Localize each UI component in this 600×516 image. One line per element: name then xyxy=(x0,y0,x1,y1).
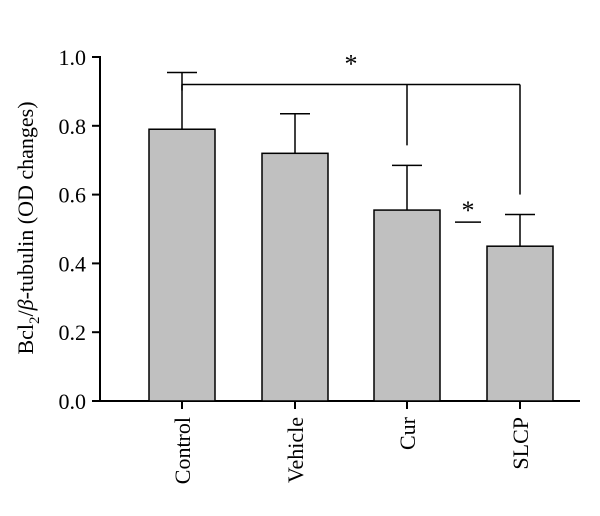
bar-slcp xyxy=(486,245,554,402)
y-axis-title-slash: / xyxy=(13,309,38,316)
y-ticks: 0.0 0.2 0.4 0.6 0.8 1.0 xyxy=(59,45,100,414)
x-tick-label: Cur xyxy=(395,416,420,450)
y-tick-label: 0.4 xyxy=(59,251,87,276)
sig-star-cur-slcp: * xyxy=(462,196,475,225)
bar-cur xyxy=(373,209,441,402)
bar-vehicle xyxy=(261,152,329,402)
y-axis-title-greek: β xyxy=(13,299,38,311)
y-axis-title: Bcl2/β-tubulin (OD changes) xyxy=(13,101,43,354)
y-tick-label: 0.6 xyxy=(59,183,87,208)
y-tick-label: 0.8 xyxy=(59,114,87,139)
x-tick-label: Vehicle xyxy=(283,417,308,483)
y-axis-title-prefix: Bcl xyxy=(13,324,38,355)
y-axis-title-suffix: -tubulin (OD changes) xyxy=(13,101,38,299)
x-tick-labels: Control Vehicle Cur SLCP xyxy=(170,416,533,484)
error-bars xyxy=(167,71,535,247)
bars xyxy=(148,128,554,402)
y-axis-title-subscript: 2 xyxy=(27,316,43,324)
x-tick-label: Control xyxy=(170,417,195,484)
y-tick-label: 0.2 xyxy=(59,320,87,345)
x-tick-label: SLCP xyxy=(508,417,533,470)
significance-annotations: ** xyxy=(181,50,521,225)
y-tick-label: 1.0 xyxy=(59,45,87,70)
y-tick-label: 0.0 xyxy=(59,389,87,414)
bar-control xyxy=(148,128,216,402)
sig-star-top: * xyxy=(345,50,358,79)
